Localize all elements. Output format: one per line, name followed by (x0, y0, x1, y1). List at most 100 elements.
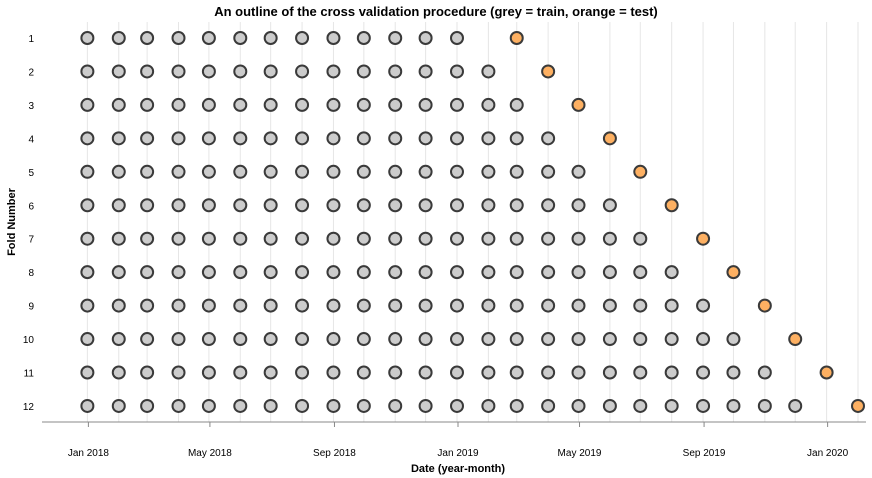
test-point (757, 298, 772, 313)
train-point (171, 332, 186, 347)
train-point (388, 231, 403, 246)
train-point (140, 164, 155, 179)
train-point (295, 231, 310, 246)
train-point (696, 398, 711, 413)
train-point (233, 332, 248, 347)
train-point (541, 332, 556, 347)
train-point (541, 198, 556, 213)
train-point (295, 97, 310, 112)
train-point (80, 97, 95, 112)
train-point (263, 298, 278, 313)
y-tick-label: 8 (28, 268, 34, 279)
train-point (233, 164, 248, 179)
grid (86, 22, 859, 422)
train-point (571, 298, 586, 313)
x-tick-label: May 2018 (188, 448, 232, 459)
train-point (664, 332, 679, 347)
train-point (171, 64, 186, 79)
train-point (449, 198, 464, 213)
train-point (326, 231, 341, 246)
train-point (171, 365, 186, 380)
train-point (388, 64, 403, 79)
train-point (541, 265, 556, 280)
train-point (633, 231, 648, 246)
train-point (356, 398, 371, 413)
train-point (388, 97, 403, 112)
train-point (418, 231, 433, 246)
train-point (481, 365, 496, 380)
train-point (571, 164, 586, 179)
train-point (633, 398, 648, 413)
test-point (602, 131, 617, 146)
y-tick-label: 6 (28, 201, 34, 212)
train-point (326, 97, 341, 112)
train-point (263, 365, 278, 380)
train-point (111, 31, 126, 45)
train-point (295, 31, 310, 45)
y-tick-label: 1 (28, 34, 34, 45)
train-point (602, 398, 617, 413)
train-point (509, 298, 524, 313)
train-point (481, 298, 496, 313)
train-point (481, 198, 496, 213)
train-point (80, 64, 95, 79)
train-point (509, 265, 524, 280)
train-point (263, 265, 278, 280)
y-tick-label: 5 (28, 168, 34, 179)
axes: Jan 2018 May 2018 Sep 2018 Jan 2019 May 2019… (23, 34, 866, 459)
train-point (418, 97, 433, 112)
train-point (449, 265, 464, 280)
train-point (541, 365, 556, 380)
train-point (788, 398, 803, 413)
train-point (602, 332, 617, 347)
train-point (602, 231, 617, 246)
train-point (111, 97, 126, 112)
train-point (295, 398, 310, 413)
train-point (233, 398, 248, 413)
train-point (295, 365, 310, 380)
train-point (140, 31, 155, 45)
train-point (481, 64, 496, 79)
train-point (633, 332, 648, 347)
train-point (481, 265, 496, 280)
train-point (326, 265, 341, 280)
test-point (851, 398, 865, 413)
train-point (140, 198, 155, 213)
train-point (201, 198, 216, 213)
y-tick-label: 3 (28, 101, 34, 112)
train-point (201, 131, 216, 146)
train-point (111, 298, 126, 313)
x-tick-label: Jan 2019 (437, 448, 479, 459)
train-point (509, 365, 524, 380)
train-point (449, 97, 464, 112)
train-point (664, 365, 679, 380)
train-point (757, 398, 772, 413)
train-point (509, 97, 524, 112)
train-point (326, 31, 341, 45)
train-point (233, 265, 248, 280)
train-point (541, 231, 556, 246)
train-point (664, 265, 679, 280)
train-point (449, 131, 464, 146)
train-point (356, 64, 371, 79)
train-point (201, 231, 216, 246)
train-point (80, 265, 95, 280)
train-point (263, 198, 278, 213)
train-point (388, 131, 403, 146)
train-point (509, 131, 524, 146)
train-point (80, 164, 95, 179)
train-point (201, 97, 216, 112)
train-point (80, 131, 95, 146)
train-point (541, 298, 556, 313)
train-point (201, 31, 216, 45)
train-point (140, 231, 155, 246)
train-point (388, 31, 403, 45)
train-point (263, 131, 278, 146)
train-point (388, 365, 403, 380)
train-point (571, 198, 586, 213)
train-point (418, 198, 433, 213)
train-point (263, 231, 278, 246)
train-point (726, 398, 741, 413)
train-point (80, 332, 95, 347)
